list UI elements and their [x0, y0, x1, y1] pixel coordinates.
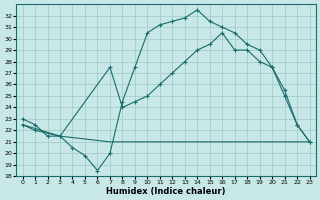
X-axis label: Humidex (Indice chaleur): Humidex (Indice chaleur)	[106, 187, 226, 196]
